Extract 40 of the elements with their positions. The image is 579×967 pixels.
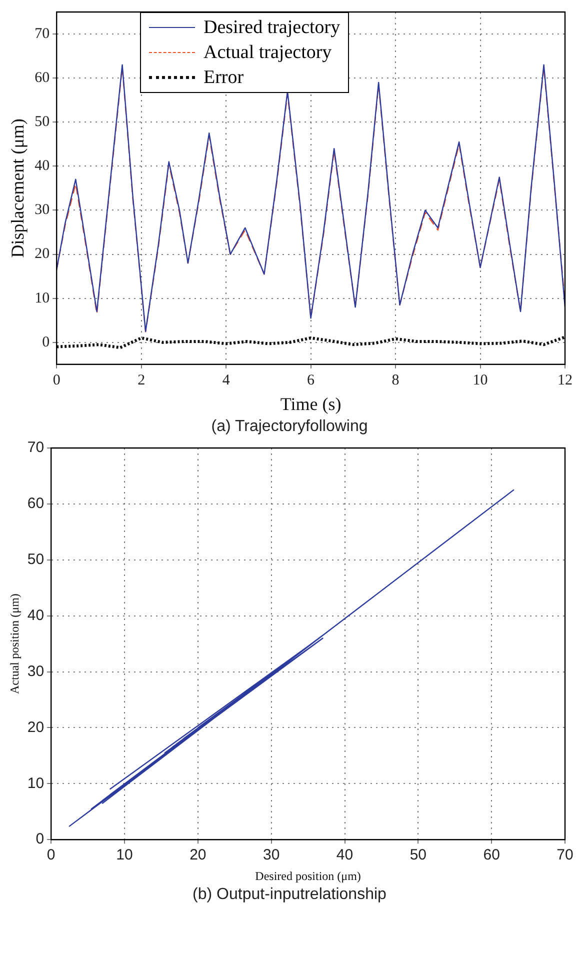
x-tick-label: 0 [52,372,60,388]
y-tick-label: 0 [42,334,50,350]
x-tick-label: 10 [116,846,133,864]
legend-label: Actual trajectory [203,41,332,65]
y-tick-label: 30 [27,662,44,680]
y-tick-label: 70 [27,439,44,456]
text: (a) Trajectoryfollowing [210,418,369,436]
x-tick-label: 10 [472,372,488,388]
x-axis-title: Desired position (μm) [255,868,361,883]
line-series [56,336,565,350]
y-tick-label: 50 [27,551,44,568]
x-tick-label: 8 [392,372,400,388]
x-tick-label: 60 [483,846,500,864]
y-tick-label: 50 [34,114,50,130]
y-tick-label: 40 [27,606,44,624]
x-tick-label: 40 [336,846,354,864]
x-tick-label: 6 [307,372,316,388]
y-tick-label: 70 [34,26,50,42]
x-tick-label: 4 [222,372,230,388]
y-tick-label: 10 [27,774,44,792]
y-tick-label: 10 [34,290,50,306]
y-tick-label: 30 [34,202,50,218]
text: (b) Output-inputrelationship [192,886,388,904]
legend-label: Error [203,66,244,90]
legend-label: Desired trajectory [203,16,340,40]
x-tick-label: 70 [556,846,574,864]
x-tick-label: 2 [138,372,146,388]
y-tick-label: 40 [34,158,50,174]
y-axis-title: Displacement (μm) [8,118,28,258]
x-tick-label: 50 [410,846,427,864]
x-tick-label: 30 [262,846,280,864]
x-tick-label: 12 [558,372,572,388]
y-axis-title: Actual position (μm) [7,594,22,694]
x-axis-title: Time (s) [280,394,342,414]
y-tick-label: 60 [27,495,44,512]
y-tick-label: 20 [34,246,50,262]
y-tick-label: 60 [34,70,50,86]
y-tick-label: 0 [36,830,44,848]
x-tick-label: 20 [190,846,206,864]
y-tick-label: 20 [27,718,44,736]
